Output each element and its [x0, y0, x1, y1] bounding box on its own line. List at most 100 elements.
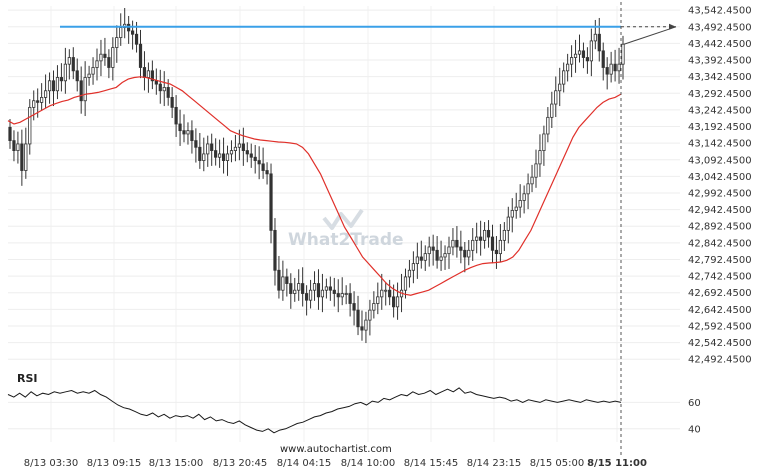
- y-axis-ticks: 43,542.4500 43,492.4500 43,442.4500 43,392.…: [688, 6, 752, 366]
- candle-body: [186, 130, 190, 135]
- candle-body: [198, 146, 202, 161]
- candle-body: [585, 57, 590, 62]
- candle-body: [107, 57, 111, 68]
- candle-body: [538, 150, 542, 165]
- candle-body: [253, 156, 257, 161]
- candle-body: [316, 283, 321, 298]
- candle-body: [178, 123, 182, 132]
- x-axis-ticks: 8/13 03:30 8/13 09:15 8/13 15:00 8/13 20:45…: [24, 458, 647, 469]
- y-tick-label: 42,942.4500: [688, 205, 752, 216]
- candle-body: [518, 200, 522, 208]
- candle-body: [388, 289, 392, 298]
- candle-body: [24, 143, 28, 171]
- candle-body: [486, 229, 491, 238]
- candle-body: [257, 160, 261, 165]
- candle-body: [225, 153, 230, 161]
- candle-body: [237, 143, 241, 148]
- rsi-title: RSI: [17, 372, 38, 385]
- candle-body: [534, 163, 538, 178]
- candle-body: [589, 40, 593, 62]
- candle-body: [617, 63, 621, 72]
- candle-body: [395, 296, 400, 308]
- candle-body: [360, 326, 364, 331]
- candle-body: [605, 67, 609, 75]
- candle-body: [332, 289, 336, 294]
- candle-body: [229, 150, 234, 155]
- y-tick-label: 43,442.4500: [688, 39, 752, 50]
- candle-body: [190, 130, 194, 142]
- candle-body: [593, 33, 597, 42]
- y-tick-label: 42,692.4500: [688, 288, 752, 299]
- candle-body: [352, 303, 356, 311]
- candle-body: [328, 286, 332, 291]
- candle-body: [281, 276, 285, 291]
- candle-body: [372, 303, 376, 311]
- y-tick-label: 43,392.4500: [688, 56, 752, 67]
- candle-body: [301, 283, 305, 294]
- y-tick-label: 43,542.4500: [688, 6, 752, 17]
- candle-body: [609, 63, 613, 75]
- candle-body: [467, 249, 471, 258]
- candle-body: [502, 229, 506, 241]
- candle-body: [289, 283, 293, 294]
- candle-body: [115, 37, 119, 48]
- candle-body: [95, 60, 99, 68]
- x-tick-label: 8/14 04:15: [277, 458, 331, 469]
- candle-body: [130, 30, 135, 35]
- x-tick-label: 8/13 09:15: [87, 458, 141, 469]
- candle-body: [344, 293, 348, 295]
- candle-body: [241, 143, 245, 151]
- candle-body: [435, 249, 439, 261]
- x-tick-label: 8/13 20:45: [213, 458, 267, 469]
- candle-body: [91, 67, 95, 75]
- candle-body: [142, 67, 147, 78]
- rsi-panel: RSI 60 40: [7, 372, 701, 435]
- candle-body: [439, 256, 443, 261]
- candle-body: [75, 70, 79, 82]
- candle-body: [498, 239, 503, 255]
- candle-body: [482, 229, 487, 241]
- candle-body: [364, 319, 368, 331]
- candle-body: [265, 170, 269, 175]
- candle-body: [427, 246, 431, 255]
- y-tick-label: 42,742.4500: [688, 272, 752, 283]
- candle-body: [43, 90, 48, 98]
- candle-body: [573, 53, 578, 58]
- y-tick-label: 42,642.4500: [688, 305, 752, 316]
- x-tick-label: 8/13 15:00: [149, 458, 203, 469]
- candle-body: [67, 57, 71, 65]
- candle-body: [32, 100, 36, 108]
- y-tick-label: 42,792.4500: [688, 255, 752, 266]
- candle-body: [99, 53, 103, 62]
- candle-body: [55, 77, 60, 92]
- candle-body: [597, 33, 601, 52]
- y-tick-label: 43,192.4500: [688, 122, 752, 133]
- candle-body: [455, 239, 459, 248]
- candle-body: [111, 47, 115, 68]
- candle-body: [103, 53, 107, 58]
- candle-body: [356, 309, 360, 328]
- projection-arrow: [621, 23, 677, 45]
- candle-body: [411, 263, 415, 271]
- candle-body: [490, 236, 495, 251]
- candle-body: [83, 77, 87, 102]
- y-tick-label: 43,492.4500: [688, 22, 752, 33]
- candle-body: [174, 106, 178, 125]
- candle-body: [526, 183, 530, 195]
- candle-body: [277, 269, 281, 291]
- candle-body: [569, 57, 574, 65]
- candle-body: [245, 150, 249, 155]
- candle-body: [59, 77, 64, 82]
- candle-body: [221, 153, 226, 161]
- moving-average-series: [7, 76, 622, 296]
- candle-body: [542, 133, 546, 151]
- candle-body: [87, 73, 91, 78]
- candle-body: [601, 50, 605, 68]
- candle-body: [530, 176, 534, 185]
- candle-body: [305, 293, 309, 301]
- candle-body: [12, 140, 16, 151]
- candle-body: [182, 130, 186, 135]
- y-tick-label: 42,892.4500: [688, 222, 752, 233]
- candle-body: [249, 153, 253, 158]
